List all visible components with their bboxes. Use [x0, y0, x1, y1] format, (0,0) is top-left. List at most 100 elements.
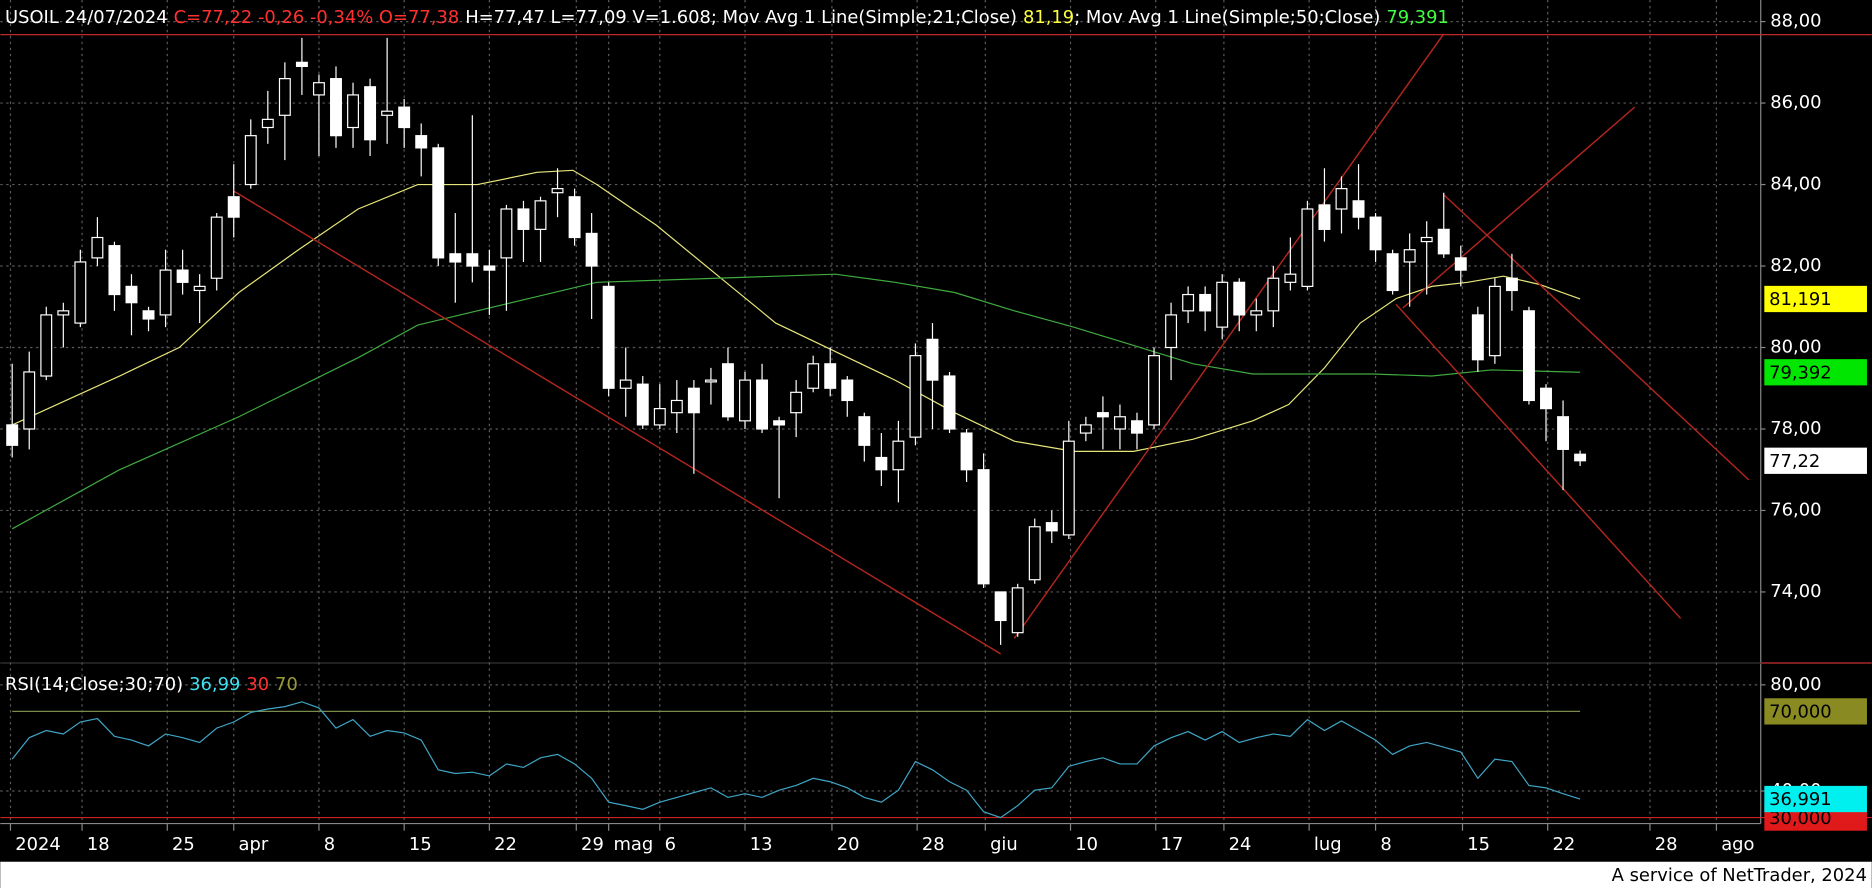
candle-body [1420, 236, 1433, 243]
header-part: C=77,22 -0,26 -0,34% O=77,38 [174, 7, 460, 28]
candle-body [1454, 257, 1467, 271]
value-badge-label: 70,000 [1769, 702, 1832, 723]
candle-body [722, 363, 734, 418]
candle-body [1522, 310, 1535, 402]
candle-body [398, 106, 411, 129]
y-tick-label: 76,00 [1770, 499, 1821, 520]
candle-body [483, 265, 496, 271]
y-tick-label: 88,00 [1770, 11, 1821, 32]
value-badge-label: 79,392 [1769, 362, 1832, 383]
header-part: 36,99 [189, 674, 240, 695]
candle-body [6, 424, 19, 446]
candle-body [585, 232, 598, 267]
candle-body [568, 196, 581, 239]
candle-body [534, 200, 547, 230]
candle-body [381, 110, 394, 116]
candle-body [1540, 387, 1552, 410]
trend-line [1013, 33, 1445, 639]
x-tick-label: 15 [409, 834, 432, 855]
value-badge [1764, 785, 1867, 813]
candle-body [1250, 310, 1263, 316]
candle-body [278, 78, 291, 116]
x-tick-label: 6 [665, 834, 676, 855]
header-part: 79,391 [1386, 7, 1449, 28]
candle-body [176, 269, 189, 283]
candle-body [347, 94, 360, 129]
candle-body [74, 261, 87, 324]
candle-body [261, 118, 274, 129]
candle-body [227, 196, 240, 218]
header-part: RSI(14;Close;30;70) [5, 674, 183, 695]
x-tick-label: 28 [1655, 834, 1678, 855]
y-tick-label: 86,00 [1770, 92, 1821, 113]
value-badge [1764, 359, 1867, 386]
trend-line [1395, 303, 1682, 619]
candle-body [1301, 208, 1314, 287]
candle-body [466, 253, 479, 267]
candle-body [1113, 416, 1126, 430]
x-tick-label: 2024 [15, 834, 61, 855]
candle-body [1318, 204, 1331, 230]
header-part: 70 [275, 674, 298, 695]
header: RSI(14;Close;30;70) 36,99 30 70 [5, 674, 298, 695]
candle-body [40, 314, 53, 377]
x-tick-label: 18 [87, 834, 110, 855]
candle-body [773, 420, 786, 426]
candle-body [295, 61, 308, 68]
value-badge [1764, 698, 1867, 725]
x-tick-label: lug [1314, 834, 1342, 855]
candle-body [1386, 253, 1399, 292]
candle-body [551, 188, 564, 194]
x-tick-label: apr [239, 834, 269, 855]
candle-body [432, 147, 445, 259]
header-part: USOIL 24/07/2024 [5, 7, 168, 28]
candle-body [210, 216, 223, 279]
value-badge-label: 36,991 [1769, 789, 1832, 810]
footer: A service of NetTrader, 2024 [1612, 865, 1867, 886]
rsi-line [11, 701, 1581, 819]
value-badge [1764, 285, 1867, 313]
candle-body [1557, 416, 1570, 450]
candle-body [57, 310, 70, 316]
candle-body [756, 379, 769, 430]
candle-body [926, 338, 939, 381]
header-part: H=77,47 L=77,09 V=1.608 [465, 7, 711, 28]
candle-body [875, 456, 888, 471]
candle-body [1403, 249, 1416, 263]
candle-body [1505, 277, 1518, 292]
axes: 74,00 76,00 78,00 80,00 82,00 84,00 86,00 88,00… [5, 7, 1872, 855]
candle-body [739, 379, 751, 422]
candle-body [1131, 420, 1143, 434]
candle-body [1011, 587, 1024, 634]
candle-body [1488, 285, 1501, 357]
candle-body [1233, 281, 1246, 316]
candle-body [364, 86, 377, 141]
moving-average [11, 273, 1581, 530]
x-tick-label: 22 [494, 834, 517, 855]
candle-body [960, 432, 973, 471]
candle-body [892, 440, 905, 471]
candle-body [415, 135, 428, 149]
candle-body [1369, 216, 1382, 251]
price-panel [0, 33, 1761, 655]
candle-body [1182, 293, 1195, 312]
candle-body [1574, 453, 1587, 462]
candle-body [824, 363, 837, 389]
candle-body [994, 591, 1007, 622]
trend-line [233, 190, 1002, 655]
y-tick-label: 84,00 [1770, 174, 1821, 195]
x-tick-label: 8 [324, 834, 335, 855]
header-part: 30 [246, 674, 269, 695]
y-tick-label: 80,00 [1770, 337, 1821, 358]
x-tick-label: 15 [1467, 834, 1490, 855]
header-part: ; Mov Avg 1 Line(Simple;50;Close) [1074, 7, 1380, 28]
x-tick-label: 13 [750, 834, 773, 855]
candle-body [1045, 522, 1058, 532]
x-tick-label: ago [1721, 834, 1754, 855]
candle-body [1471, 314, 1484, 361]
x-tick-label: 20 [837, 834, 860, 855]
y-tick-label: 78,00 [1770, 418, 1821, 439]
candle-body [1096, 412, 1109, 418]
